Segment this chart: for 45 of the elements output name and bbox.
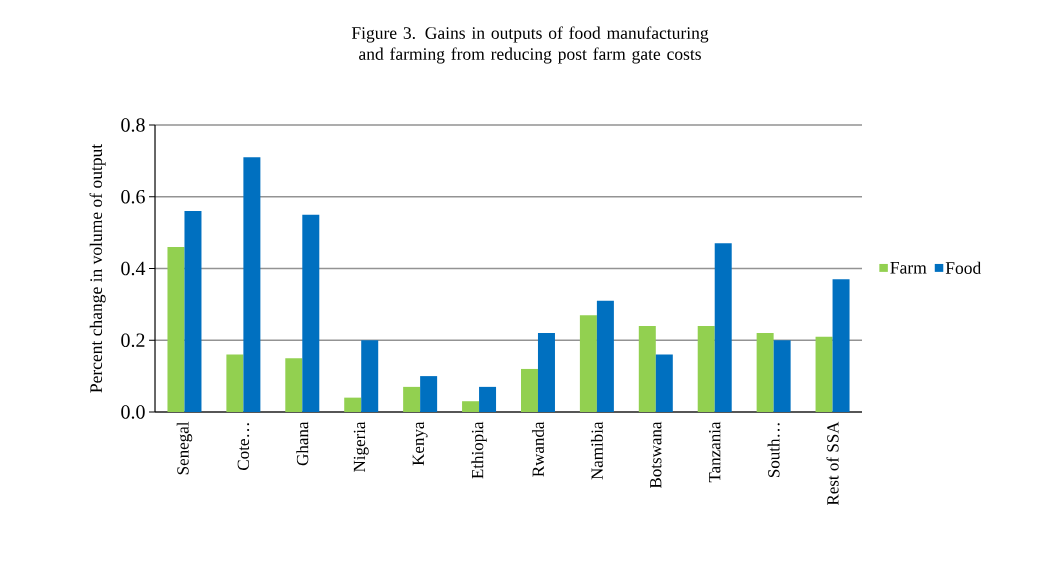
bar — [462, 401, 480, 412]
x-tick-label: Rest of SSA — [826, 421, 839, 506]
x-tick-label: Tanzania — [709, 421, 721, 483]
y-tick-label: 0.8 — [121, 118, 145, 132]
x-tick-label: Namibia — [590, 421, 603, 480]
x-tick-label: South… — [767, 423, 780, 478]
bar — [420, 376, 438, 412]
bar — [638, 325, 656, 412]
y-tick-label: 0.0 — [121, 405, 145, 419]
bar — [302, 214, 320, 412]
bar — [815, 336, 833, 412]
x-tick-label: Senegal — [176, 421, 193, 475]
bar — [697, 325, 715, 412]
bar — [773, 340, 791, 412]
y-tick-label: 0.6 — [121, 189, 145, 204]
bar — [714, 243, 732, 412]
bar — [655, 354, 673, 412]
bar — [344, 397, 362, 412]
y-tick-label: 0.2 — [121, 333, 145, 348]
x-tick-label: Kenya — [412, 421, 428, 466]
legend-label: Food — [945, 261, 982, 274]
x-tick-label: Ethiopia — [471, 421, 487, 479]
y-axis-title: Percent change in volume of output — [89, 143, 106, 393]
chart-title: Figure 3. Gains in outputs of food manufacturing and farming from reducing post farm gate costs — [351, 26, 709, 64]
bar — [596, 300, 614, 412]
bar — [361, 340, 379, 412]
bar — [243, 157, 261, 412]
x-tick-label: Botswana — [650, 421, 662, 489]
bar — [579, 315, 597, 412]
bar — [167, 246, 185, 412]
bar — [285, 358, 303, 412]
bar — [520, 368, 538, 412]
bar — [403, 386, 421, 412]
legend-label: Farm — [890, 262, 927, 274]
x-tick-label: Ghana — [296, 421, 309, 466]
y-tick-label: 0.4 — [121, 261, 146, 276]
x-tick-label: Cote… — [237, 423, 250, 470]
bar — [756, 333, 774, 412]
x-tick-label: Nigeria — [353, 421, 369, 472]
bar — [479, 386, 497, 412]
bar — [537, 333, 555, 412]
x-tick-label: Rwanda — [531, 421, 544, 477]
bar — [832, 279, 850, 412]
bar — [226, 354, 244, 412]
bar — [184, 211, 202, 412]
